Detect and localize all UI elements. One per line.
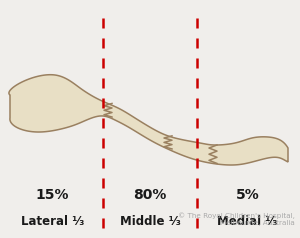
Polygon shape [9,75,288,165]
Text: 15%: 15% [36,188,69,202]
Text: 80%: 80% [133,188,167,202]
Text: Medial ¹⁄₃: Medial ¹⁄₃ [217,215,278,228]
Text: 5%: 5% [236,188,260,202]
Text: © The Royal Children's Hospital,
    Melbourne, Australia: © The Royal Children's Hospital, Melbour… [178,212,295,226]
Text: Middle ¹⁄₃: Middle ¹⁄₃ [120,215,180,228]
Text: Lateral ¹⁄₃: Lateral ¹⁄₃ [21,215,84,228]
